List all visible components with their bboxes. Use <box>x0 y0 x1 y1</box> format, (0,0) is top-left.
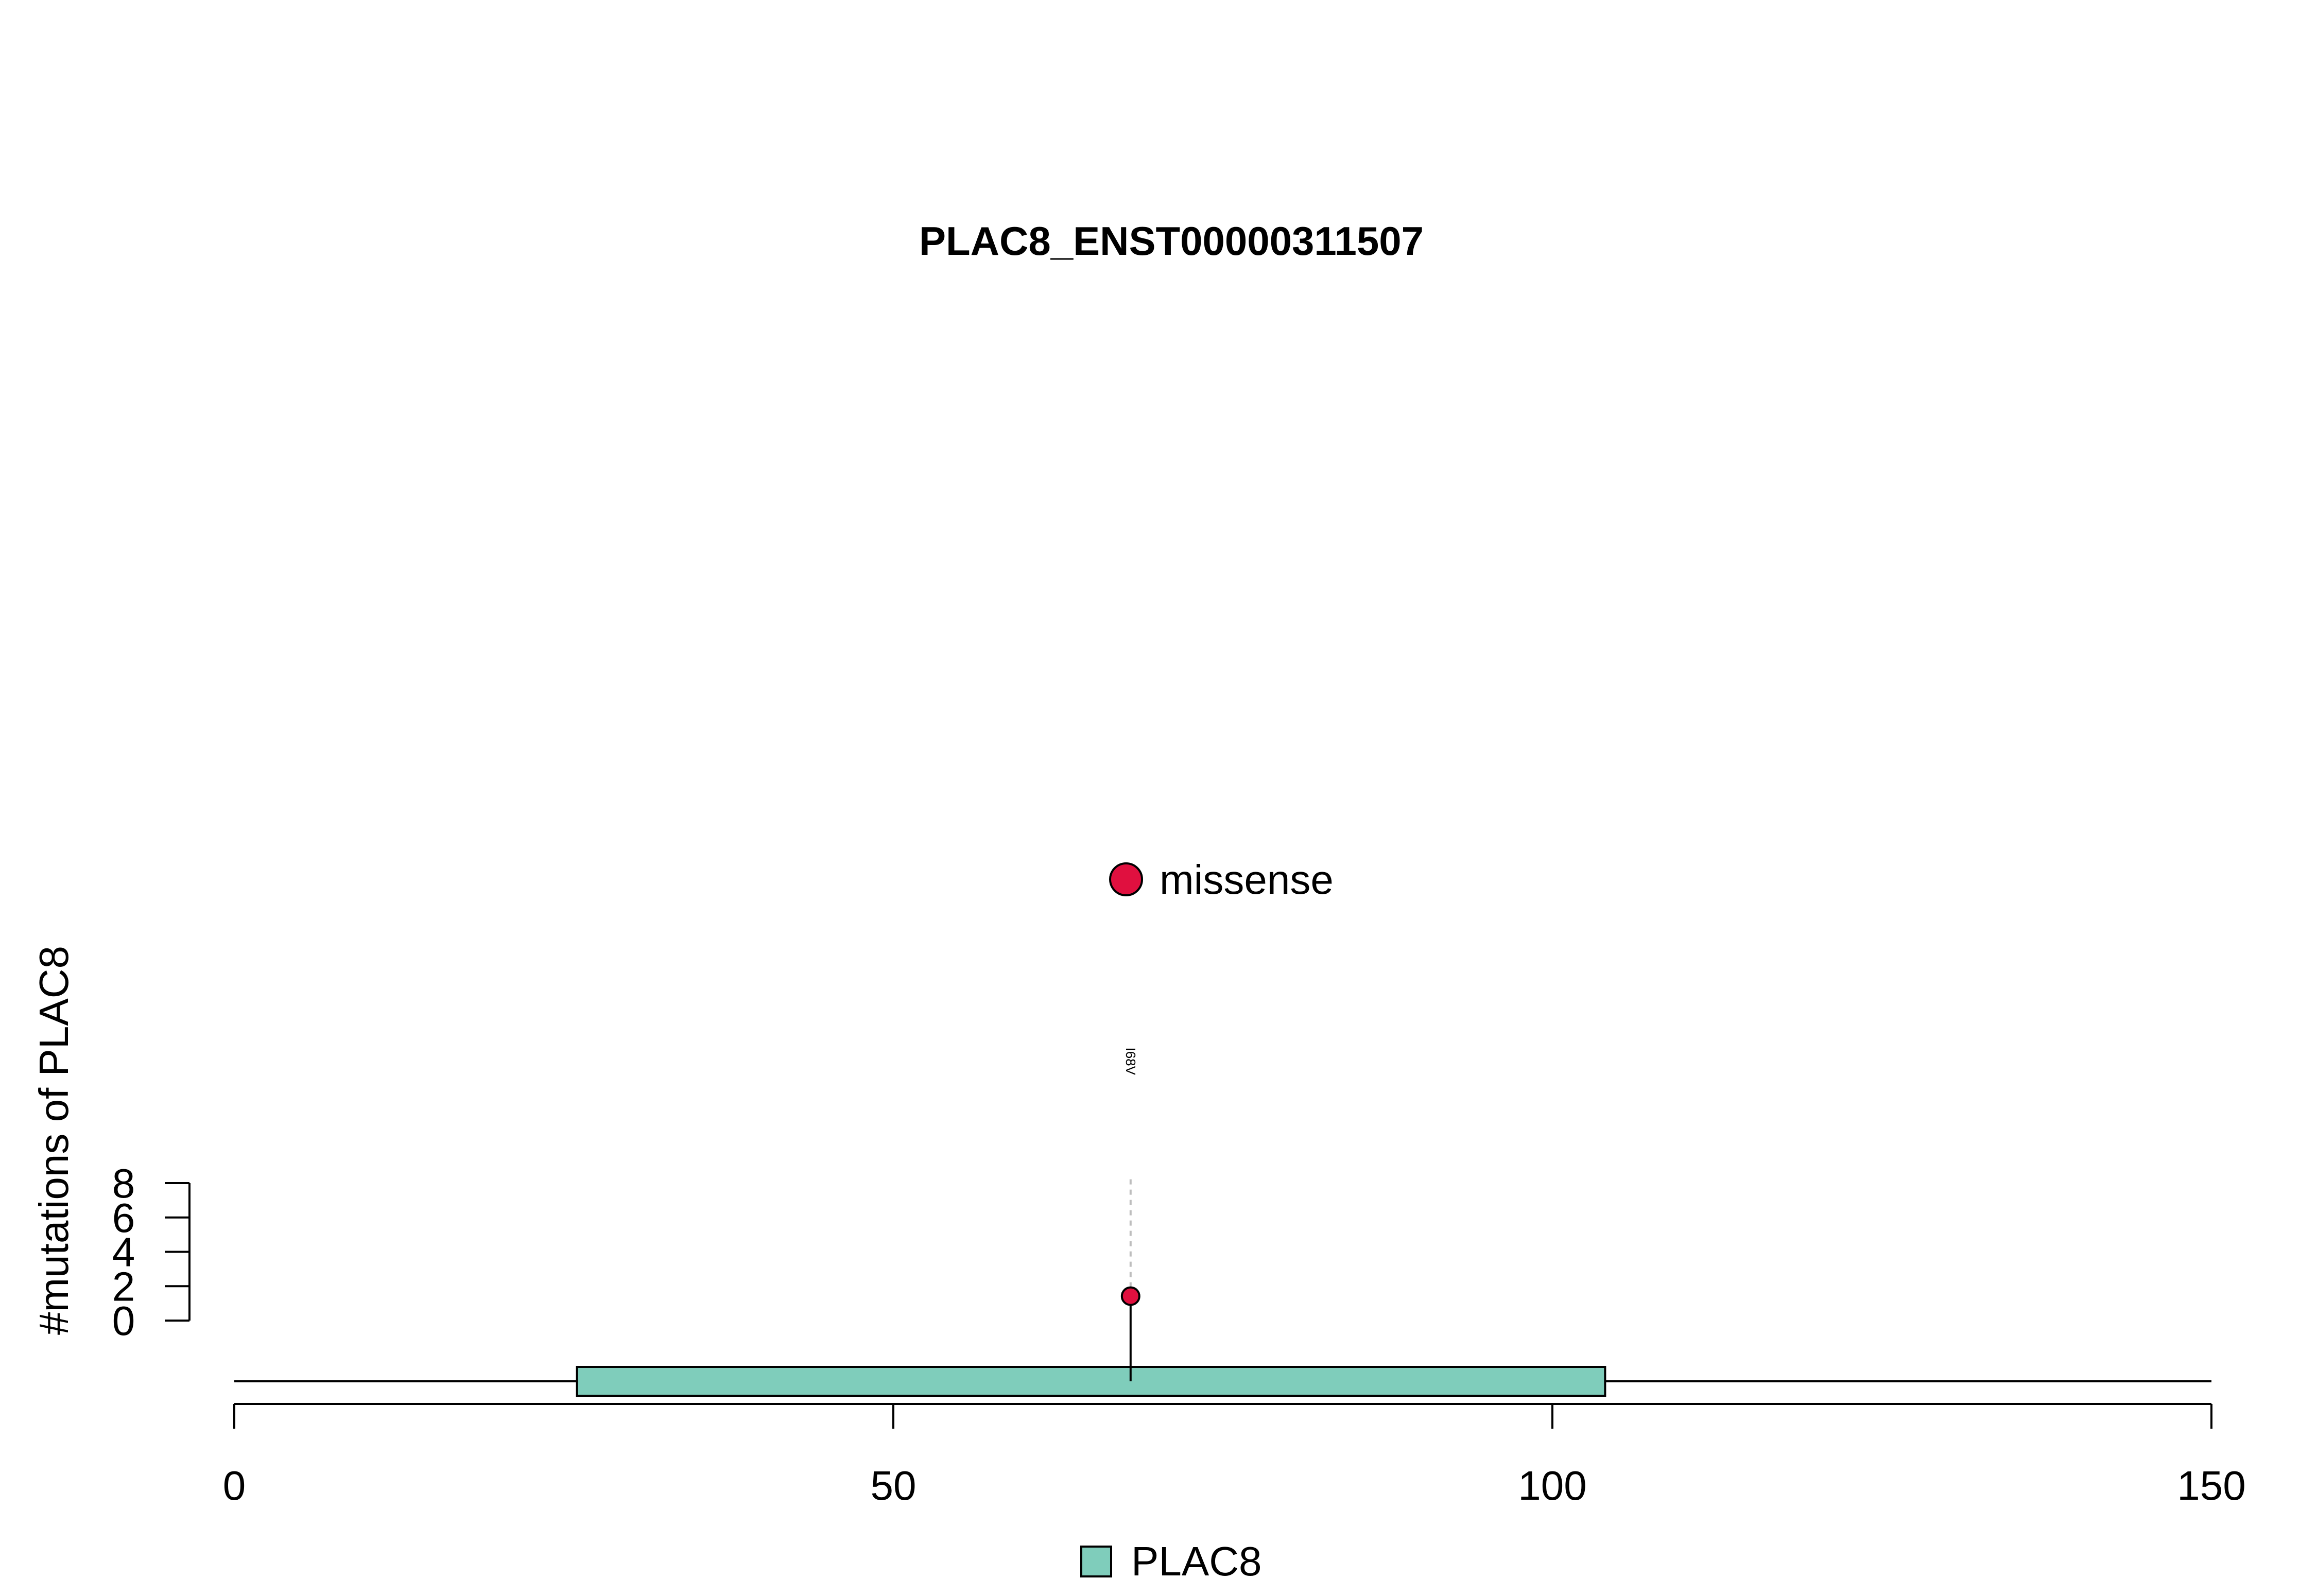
x-tick-label: 100 <box>1518 1463 1586 1508</box>
legend-plac8-swatch <box>1080 1546 1112 1577</box>
x-tick-label: 150 <box>2177 1463 2245 1508</box>
x-tick-label: 0 <box>223 1463 246 1508</box>
domain-track <box>576 1366 1606 1397</box>
legend-missense-marker <box>1109 862 1143 896</box>
y-tick-label: 4 <box>112 1229 135 1275</box>
y-tick-label: 8 <box>112 1160 135 1206</box>
lollipop-point <box>1120 1286 1140 1306</box>
legend-plac8-label: PLAC8 <box>1131 1538 1261 1584</box>
y-axis-label: #mutations of PLAC8 <box>31 946 77 1335</box>
y-tick-label: 6 <box>112 1195 135 1241</box>
mutation-lollipops: I68V <box>1120 1048 1140 1381</box>
x-axis: 0 50 100 150 <box>223 1403 2246 1508</box>
y-tick-label: 2 <box>112 1263 135 1309</box>
chart-title: PLAC8_ENST00000311507 <box>919 218 1424 264</box>
domain-legend: PLAC8 <box>1080 1538 1261 1584</box>
legend-missense-label: missense <box>1160 857 1334 903</box>
x-tick-label: 50 <box>871 1463 917 1508</box>
mutation-label: I68V <box>1123 1048 1138 1075</box>
y-tick-label: 0 <box>112 1298 135 1344</box>
domain-plac8 <box>576 1366 1606 1397</box>
mutation-legend: missense <box>1109 857 1334 903</box>
